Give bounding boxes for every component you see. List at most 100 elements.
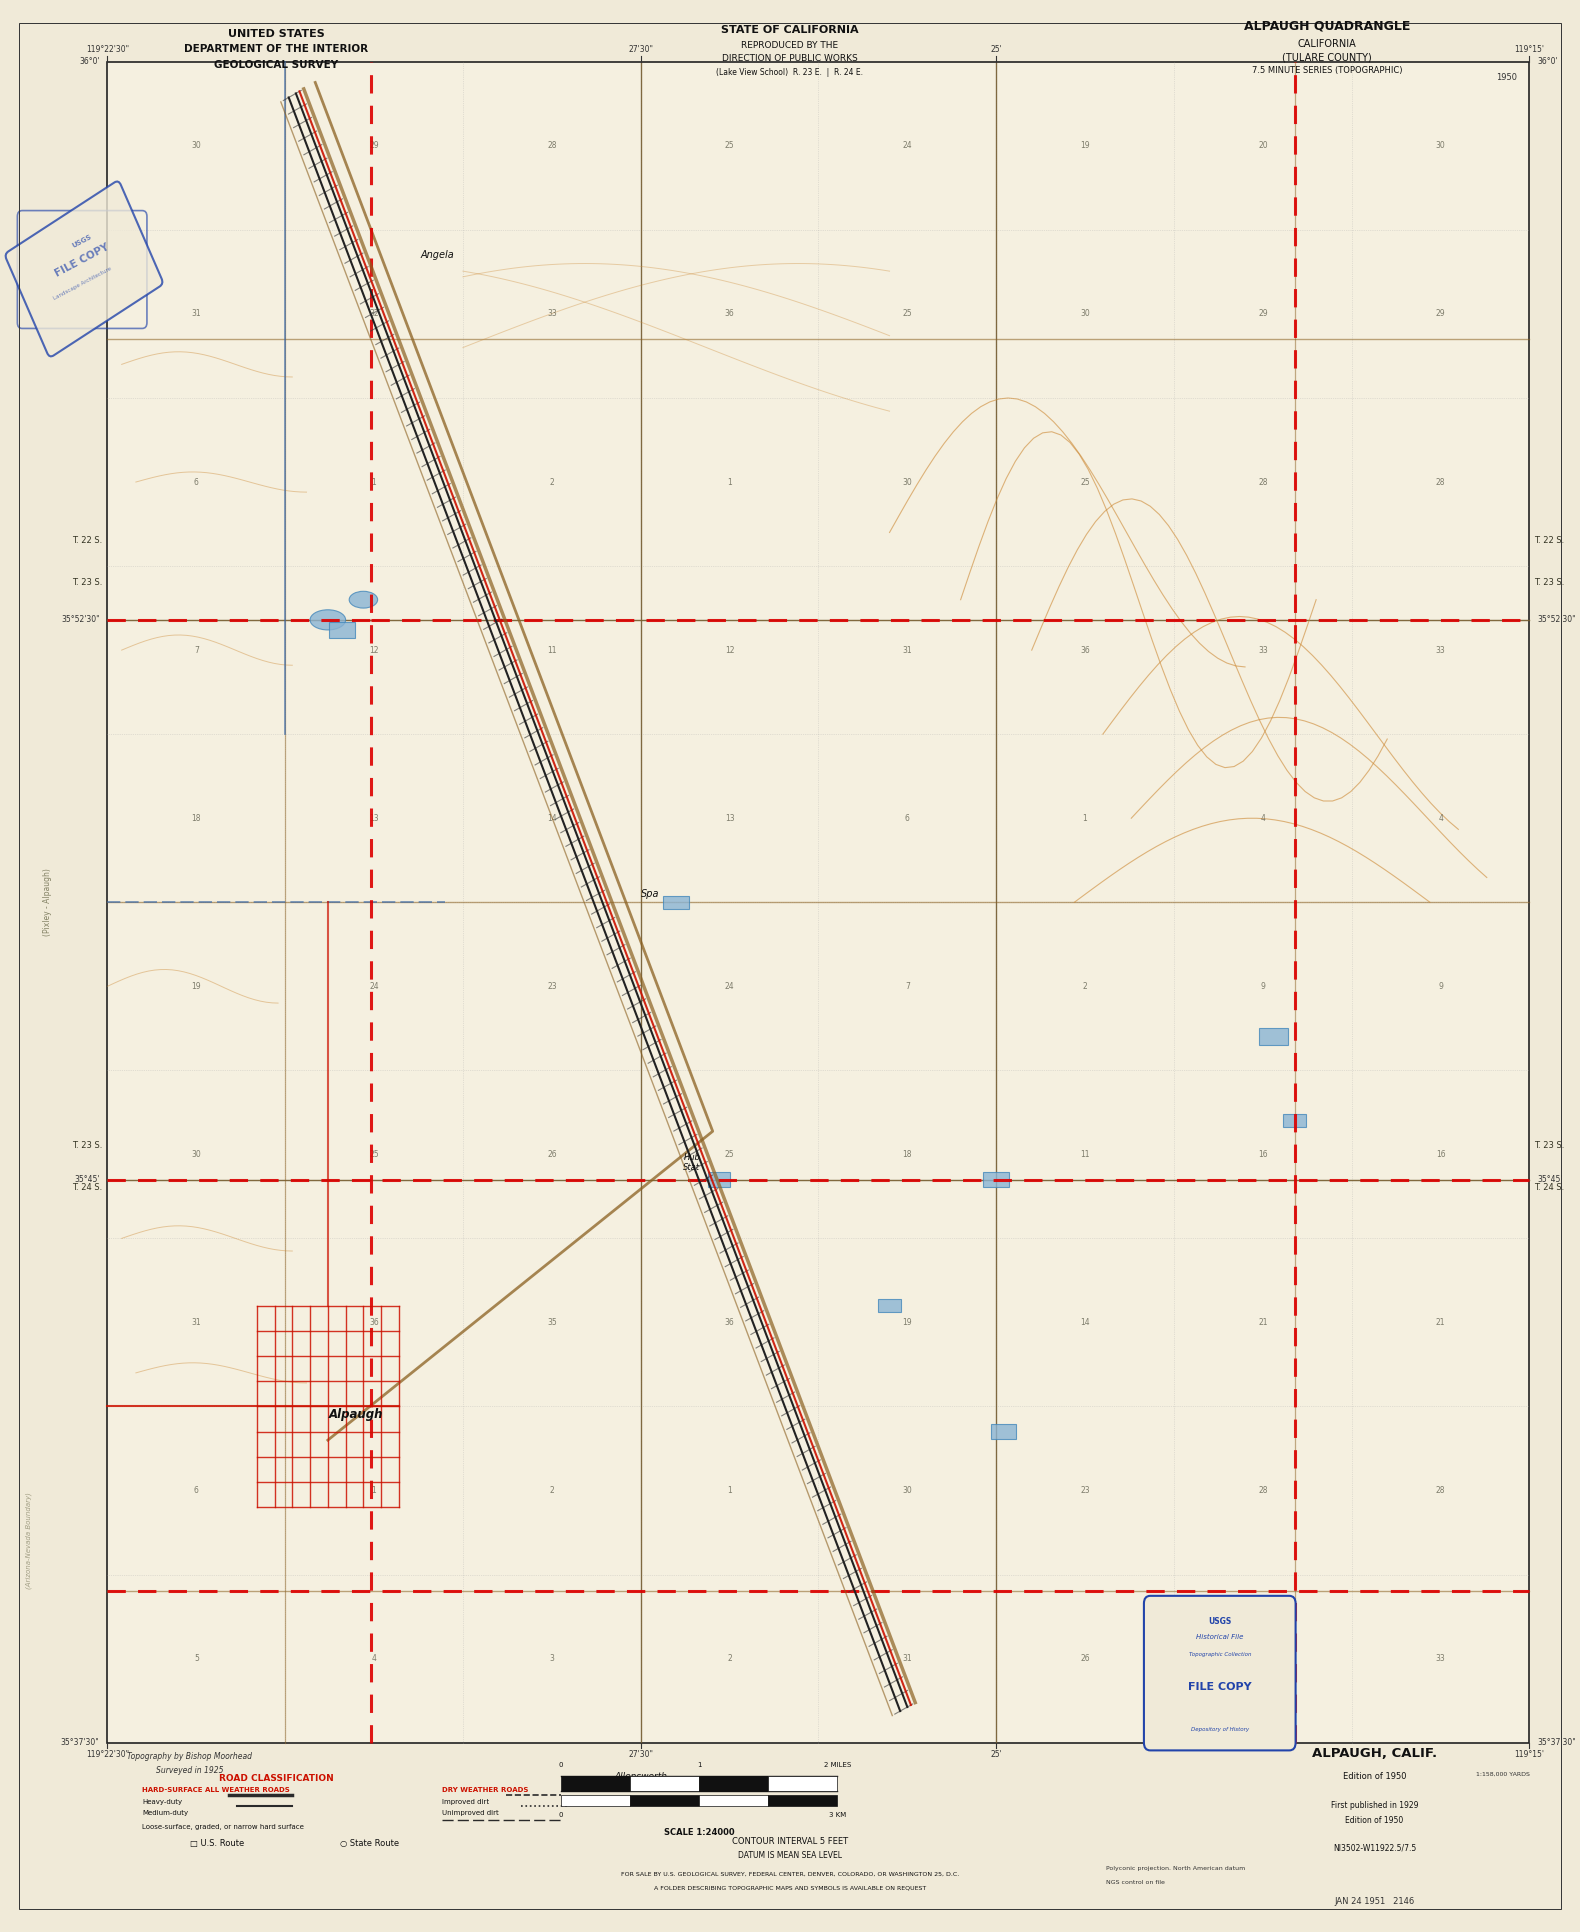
- Text: Topographic Collection: Topographic Collection: [1188, 1652, 1251, 1658]
- Text: 33: 33: [1258, 1654, 1267, 1663]
- Text: 119°15': 119°15': [1515, 44, 1544, 54]
- Text: 30: 30: [1436, 141, 1446, 151]
- Text: 119°22'30": 119°22'30": [85, 1750, 130, 1760]
- Text: 33: 33: [1436, 645, 1446, 655]
- Bar: [1259, 1028, 1288, 1045]
- Text: 30: 30: [191, 141, 201, 151]
- Text: 35°37'30": 35°37'30": [60, 1739, 100, 1747]
- Text: Improved dirt: Improved dirt: [442, 1799, 490, 1804]
- Bar: [561, 1776, 630, 1791]
- Text: FOR SALE BY U.S. GEOLOGICAL SURVEY, FEDERAL CENTER, DENVER, COLORADO, OR WASHING: FOR SALE BY U.S. GEOLOGICAL SURVEY, FEDE…: [621, 1872, 959, 1878]
- Text: T. 23 S.: T. 23 S.: [73, 578, 103, 587]
- Text: 30: 30: [191, 1150, 201, 1159]
- Text: ROAD CLASSIFICATION: ROAD CLASSIFICATION: [220, 1774, 333, 1783]
- Text: 23: 23: [1081, 1486, 1090, 1495]
- Text: 12: 12: [725, 645, 735, 655]
- Text: 26: 26: [1081, 1654, 1090, 1663]
- Bar: [878, 1298, 901, 1312]
- Text: (TULARE COUNTY): (TULARE COUNTY): [1283, 52, 1371, 62]
- Text: 36: 36: [725, 1318, 735, 1327]
- Text: 2 MILES: 2 MILES: [823, 1762, 852, 1768]
- Text: 12: 12: [370, 645, 379, 655]
- Text: 5: 5: [194, 1654, 199, 1663]
- Text: 36: 36: [725, 309, 735, 319]
- Text: 29: 29: [1436, 309, 1446, 319]
- Text: Unimproved dirt: Unimproved dirt: [442, 1810, 499, 1816]
- Text: 21: 21: [1258, 1318, 1267, 1327]
- Text: Historical File: Historical File: [1196, 1634, 1243, 1640]
- Text: 31: 31: [902, 645, 912, 655]
- Text: 32: 32: [370, 309, 379, 319]
- Bar: [630, 1795, 698, 1806]
- Text: ○ State Route: ○ State Route: [340, 1839, 398, 1849]
- Text: NGS control on file: NGS control on file: [1106, 1880, 1164, 1886]
- Text: 24: 24: [902, 141, 912, 151]
- Text: 27'30": 27'30": [629, 1750, 653, 1760]
- Text: ALPAUGH, CALIF.: ALPAUGH, CALIF.: [1311, 1747, 1438, 1760]
- Text: T. 23 S.: T. 23 S.: [1534, 1142, 1564, 1150]
- Text: 4: 4: [1438, 813, 1443, 823]
- Text: Hub
Stat: Hub Stat: [683, 1153, 700, 1173]
- Text: REPRODUCED BY THE: REPRODUCED BY THE: [741, 41, 839, 50]
- Text: Edition of 1950: Edition of 1950: [1343, 1772, 1406, 1781]
- Text: GEOLOGICAL SURVEY: GEOLOGICAL SURVEY: [215, 60, 338, 70]
- Text: 33: 33: [1258, 645, 1267, 655]
- Text: Landscape Architecture: Landscape Architecture: [52, 267, 112, 301]
- Text: 11: 11: [547, 645, 556, 655]
- Text: 36°0': 36°0': [79, 58, 100, 66]
- Text: 7: 7: [905, 981, 910, 991]
- Text: 0: 0: [559, 1812, 562, 1818]
- Text: 36: 36: [370, 1318, 379, 1327]
- Bar: [698, 1795, 768, 1806]
- Text: Angela: Angela: [420, 249, 453, 261]
- Text: 30: 30: [902, 477, 912, 487]
- Text: 7: 7: [194, 645, 199, 655]
- Text: 31: 31: [191, 309, 201, 319]
- Text: T. 22 S.: T. 22 S.: [1534, 537, 1564, 545]
- Bar: [698, 1776, 768, 1791]
- Text: 4: 4: [371, 1654, 376, 1663]
- Text: 25: 25: [1081, 477, 1090, 487]
- Text: 26: 26: [547, 1150, 556, 1159]
- Text: 35°52'30": 35°52'30": [62, 616, 100, 624]
- Text: CALIFORNIA: CALIFORNIA: [1297, 39, 1357, 48]
- Text: DATUM IS MEAN SEA LEVEL: DATUM IS MEAN SEA LEVEL: [738, 1851, 842, 1861]
- Text: 16: 16: [1436, 1150, 1446, 1159]
- Text: 36°0': 36°0': [1537, 58, 1558, 66]
- Text: USGS: USGS: [71, 234, 93, 249]
- Text: 14: 14: [547, 813, 556, 823]
- Text: 18: 18: [191, 813, 201, 823]
- Text: 28: 28: [1436, 477, 1446, 487]
- Text: FILE COPY: FILE COPY: [1188, 1683, 1251, 1692]
- Text: 31: 31: [191, 1318, 201, 1327]
- Text: 3 KM: 3 KM: [830, 1812, 845, 1818]
- Text: 35°45': 35°45': [74, 1175, 100, 1184]
- Text: 2: 2: [550, 1486, 555, 1495]
- Text: 1: 1: [697, 1762, 702, 1768]
- Text: 25: 25: [902, 309, 912, 319]
- Text: 28: 28: [1436, 1486, 1446, 1495]
- Text: 35°52'30": 35°52'30": [1537, 616, 1575, 624]
- Ellipse shape: [349, 591, 378, 609]
- Bar: [664, 896, 689, 908]
- Text: 1950: 1950: [1496, 73, 1517, 83]
- Text: A FOLDER DESCRIBING TOPOGRAPHIC MAPS AND SYMBOLS IS AVAILABLE ON REQUEST: A FOLDER DESCRIBING TOPOGRAPHIC MAPS AND…: [654, 1886, 926, 1891]
- Text: 1: 1: [727, 1486, 732, 1495]
- Text: 1:158,000 YARDS: 1:158,000 YARDS: [1476, 1772, 1529, 1777]
- Text: 30: 30: [902, 1486, 912, 1495]
- Text: Edition of 1950: Edition of 1950: [1346, 1816, 1403, 1826]
- Text: T. 22 S.: T. 22 S.: [73, 537, 103, 545]
- Text: 16: 16: [1258, 1150, 1267, 1159]
- Text: 14: 14: [1081, 1318, 1090, 1327]
- Bar: [561, 1795, 630, 1806]
- Text: 33: 33: [1436, 1654, 1446, 1663]
- Text: ALPAUGH QUADRANGLE: ALPAUGH QUADRANGLE: [1243, 19, 1411, 33]
- Text: 25: 25: [370, 1150, 379, 1159]
- Text: 28: 28: [1258, 1486, 1267, 1495]
- Text: Polyconic projection. North American datum: Polyconic projection. North American dat…: [1106, 1866, 1245, 1872]
- Ellipse shape: [310, 611, 346, 630]
- Text: 24: 24: [370, 981, 379, 991]
- FancyBboxPatch shape: [1144, 1596, 1296, 1750]
- Text: SCALE 1:24000: SCALE 1:24000: [664, 1828, 735, 1837]
- Text: 9: 9: [1438, 981, 1443, 991]
